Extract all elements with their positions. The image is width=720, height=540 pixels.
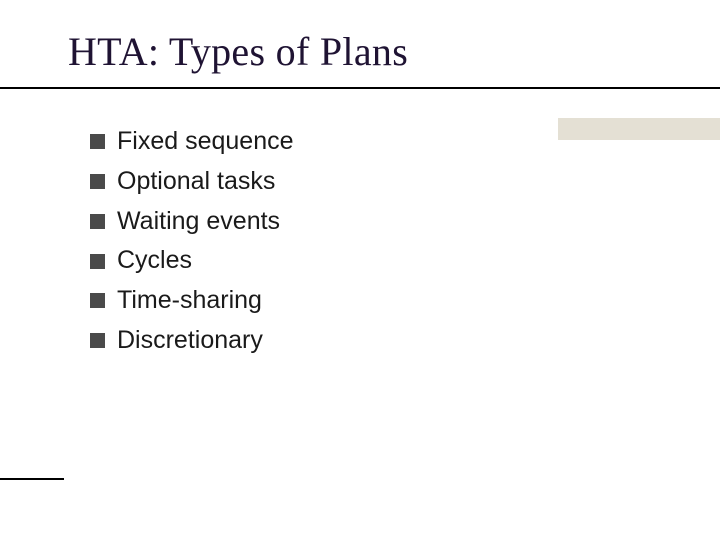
list-item: Waiting events <box>90 205 720 239</box>
item-text: Fixed sequence <box>117 125 294 159</box>
list-item: Time-sharing <box>90 284 720 318</box>
square-bullet-icon <box>90 134 105 149</box>
item-text: Cycles <box>117 244 192 278</box>
slide-container: HTA: Types of Plans Fixed sequence Optio… <box>0 0 720 540</box>
title-area: HTA: Types of Plans <box>0 28 720 89</box>
item-text: Time-sharing <box>117 284 262 318</box>
list-item: Optional tasks <box>90 165 720 199</box>
square-bullet-icon <box>90 254 105 269</box>
item-text: Optional tasks <box>117 165 275 199</box>
bottom-line-decoration <box>0 478 64 480</box>
corner-decoration <box>558 118 720 140</box>
list-item: Discretionary <box>90 324 720 358</box>
square-bullet-icon <box>90 293 105 308</box>
item-text: Waiting events <box>117 205 280 239</box>
bullet-list: Fixed sequence Optional tasks Waiting ev… <box>90 125 720 358</box>
square-bullet-icon <box>90 214 105 229</box>
slide-title: HTA: Types of Plans <box>68 28 652 75</box>
square-bullet-icon <box>90 333 105 348</box>
square-bullet-icon <box>90 174 105 189</box>
list-item: Cycles <box>90 244 720 278</box>
item-text: Discretionary <box>117 324 263 358</box>
